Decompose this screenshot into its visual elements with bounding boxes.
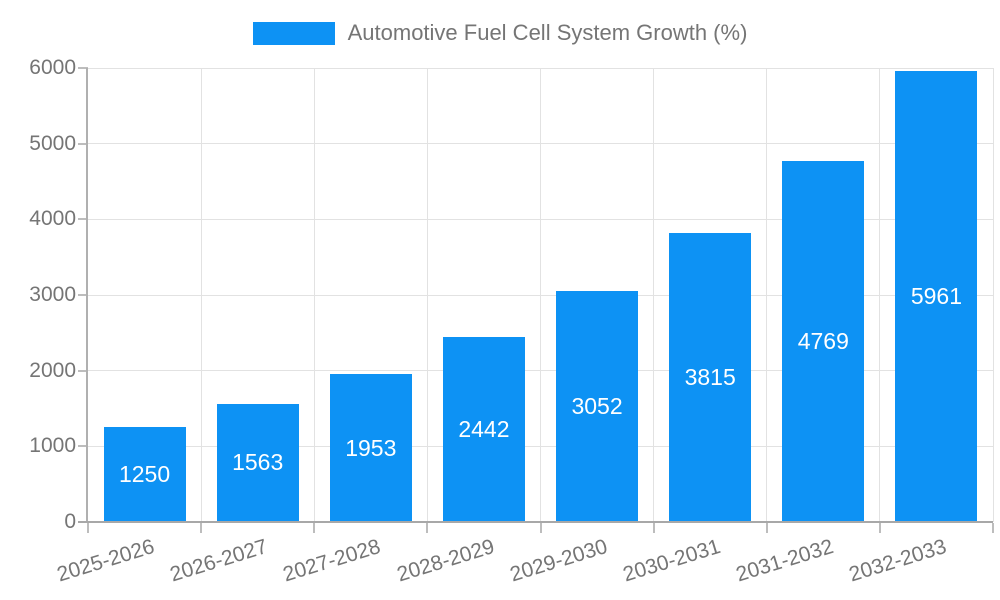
x-axis-category-label: 2028-2029 xyxy=(393,535,497,587)
y-axis-tick-label: 6000 xyxy=(29,56,76,79)
bar-value-label: 1953 xyxy=(345,434,397,461)
x-axis-category-label: 2026-2027 xyxy=(167,535,271,587)
bar: 3052 xyxy=(556,291,639,522)
bar-value-label: 5961 xyxy=(910,282,963,309)
x-axis-tick xyxy=(878,523,881,533)
bar-value-label: 1563 xyxy=(232,449,284,476)
y-axis-tick-label: 2000 xyxy=(29,358,76,382)
legend-swatch xyxy=(252,21,335,45)
gridline-vertical xyxy=(653,68,655,522)
y-axis-line xyxy=(86,68,88,522)
y-axis-tick xyxy=(78,142,88,145)
x-axis-tick xyxy=(539,523,542,533)
gridline-vertical xyxy=(992,68,994,522)
x-axis-tick xyxy=(200,523,203,533)
x-axis-tick xyxy=(992,523,994,533)
legend[interactable]: Automotive Fuel Cell System Growth (%) xyxy=(0,20,1000,46)
y-axis-tick-label: 1000 xyxy=(29,434,76,458)
x-axis-tick xyxy=(426,523,429,533)
gridline-vertical xyxy=(540,68,541,522)
y-axis-tick xyxy=(78,294,88,296)
y-axis-tick xyxy=(78,369,88,372)
plot-area: 1250 1563 1953 2442 3052 3815 4769 5961 xyxy=(88,67,994,522)
gridline-vertical xyxy=(426,68,428,522)
y-axis-tick-label: 3000 xyxy=(29,283,76,306)
gridline-vertical xyxy=(879,68,881,522)
y-axis-tick-label: 5000 xyxy=(29,131,76,155)
x-axis-category-label: 2027-2028 xyxy=(280,535,384,587)
bar: 4769 xyxy=(782,161,865,522)
bar: 1953 xyxy=(329,374,412,522)
bar-value-label: 2442 xyxy=(458,416,510,443)
y-axis-tick xyxy=(78,445,88,448)
y-axis-tick-label: 4000 xyxy=(29,207,76,231)
bar-value-label: 3815 xyxy=(684,364,736,391)
legend-label: Automotive Fuel Cell System Growth (%) xyxy=(347,20,748,45)
bar: 5961 xyxy=(895,70,978,522)
y-axis-tick-label: 0 xyxy=(64,510,76,533)
x-axis-category-label: 2029-2030 xyxy=(507,535,610,587)
x-axis-category-label: 2032-2033 xyxy=(846,535,950,587)
gridline-vertical xyxy=(200,68,202,522)
bar: 3815 xyxy=(669,233,752,522)
x-axis-tick xyxy=(313,523,316,533)
x-axis-tick xyxy=(652,523,655,533)
bar-value-label: 4769 xyxy=(797,328,849,355)
x-axis-tick xyxy=(87,523,89,533)
bar-value-label: 3052 xyxy=(571,393,623,420)
bar: 2442 xyxy=(442,337,525,522)
y-axis-tick xyxy=(78,67,88,69)
x-axis-category-label: 2030-2031 xyxy=(620,535,723,587)
bar: 1563 xyxy=(216,403,299,522)
bar-value-label: 1250 xyxy=(118,461,171,488)
y-axis-tick xyxy=(78,218,88,221)
bar: 1250 xyxy=(103,427,186,522)
x-axis-category-label: 2031-2032 xyxy=(733,535,837,587)
gridline-vertical xyxy=(313,68,315,522)
x-axis-tick xyxy=(765,523,768,533)
x-axis-line xyxy=(78,521,993,523)
gridline-vertical xyxy=(766,68,768,522)
x-axis-category-label: 2025-2026 xyxy=(54,535,158,587)
